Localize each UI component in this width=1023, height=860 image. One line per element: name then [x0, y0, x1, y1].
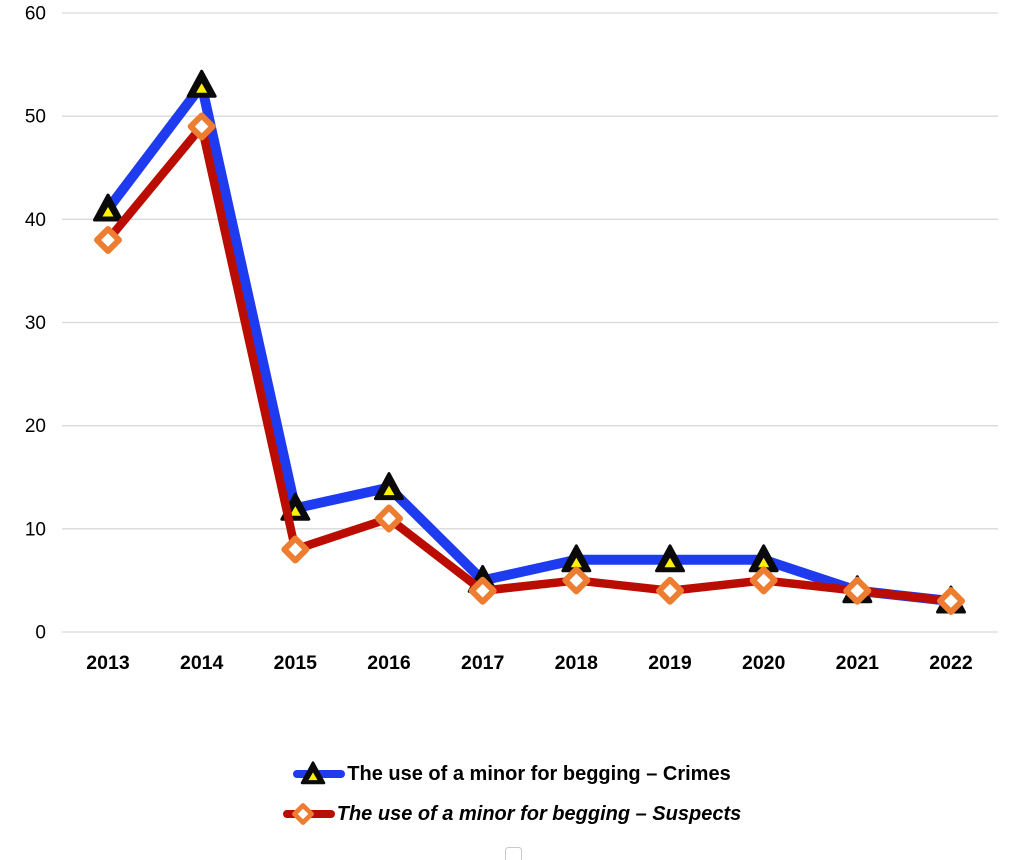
y-tick-label: 30 [25, 313, 46, 334]
x-tick-label: 2016 [367, 652, 411, 674]
marker-diamond [468, 576, 497, 605]
y-tick-label: 20 [25, 416, 46, 437]
series-line [103, 80, 956, 607]
y-tick-label: 0 [35, 623, 46, 644]
marker-diamond [843, 576, 872, 605]
x-tick-label: 2022 [929, 652, 973, 674]
marker-triangle-inner [758, 557, 770, 568]
x-tick-label: 2021 [836, 652, 880, 674]
legend-label-crimes: The use of a minor for begging – Crimes [347, 762, 731, 785]
marker-diamond [749, 566, 778, 595]
legend-item-crimes: The use of a minor for begging – Crimes [292, 760, 731, 788]
x-tick-label: 2019 [648, 652, 692, 674]
marker-triangle-inner [383, 485, 395, 496]
x-tick-label: 2017 [461, 652, 504, 674]
line-chart: 0 10 20 30 40 50 60 2013 2014 2015 2016 2017 2018 201… [25, 4, 998, 674]
marker-triangle-inner [570, 557, 582, 568]
x-tick-label: 2013 [86, 652, 130, 674]
legend-swatch-suspects-icon [282, 803, 335, 825]
marker-diamond [656, 576, 684, 605]
marker-diamond [375, 504, 403, 533]
marker-triangle-inner [664, 557, 676, 568]
y-tick-label: 40 [25, 210, 46, 231]
x-tick-label: 2015 [274, 652, 318, 674]
legend-item-suspects: The use of a minor for begging – Suspect… [282, 800, 742, 828]
x-tick-label: 2014 [180, 652, 224, 674]
marker-diamond [187, 112, 216, 141]
y-tick-label: 10 [25, 519, 46, 540]
x-tick-label: 2018 [555, 652, 599, 674]
marker-diamond [562, 566, 591, 595]
marker-diamond [291, 803, 314, 825]
y-tick-label: 50 [25, 107, 46, 128]
marker-triangle-inner [289, 506, 301, 516]
marker-diamond [281, 535, 310, 564]
marker-diamond [937, 587, 965, 616]
legend-swatch-crimes-icon [293, 761, 346, 785]
y-tick-label: 60 [25, 4, 46, 25]
marker-triangle-inner [196, 83, 208, 93]
x-tick-label: 2020 [742, 652, 786, 674]
legend: The use of a minor for begging – Crimes … [0, 760, 1023, 828]
legend-label-suspects: The use of a minor for begging – Suspect… [336, 802, 742, 825]
series-line [103, 122, 956, 606]
marker-triangle-inner [308, 772, 318, 781]
marker-diamond [94, 225, 122, 254]
marker-triangle-inner [102, 207, 114, 217]
clipped-control-box [505, 847, 522, 860]
